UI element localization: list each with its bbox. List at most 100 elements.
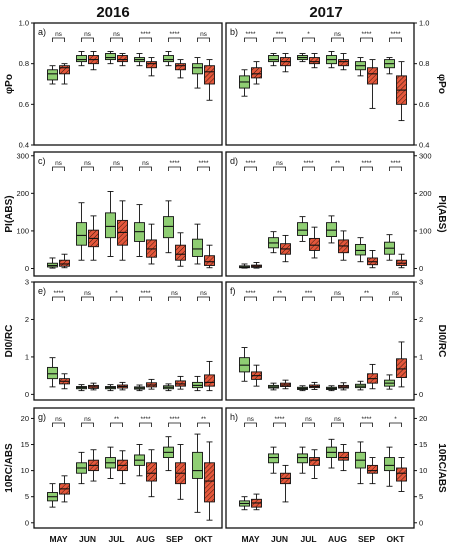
panel-tag: d) bbox=[230, 156, 238, 166]
significance-bracket bbox=[139, 37, 152, 42]
significance-label: ns bbox=[142, 160, 150, 167]
significance-bracket bbox=[273, 37, 286, 42]
month-label: SEP bbox=[358, 534, 375, 544]
significance-bracket bbox=[331, 37, 344, 42]
significance-label: **** bbox=[245, 290, 256, 297]
significance-label: **** bbox=[140, 31, 151, 38]
box-control bbox=[268, 55, 279, 63]
significance-label: ** bbox=[277, 290, 283, 297]
month-label: AUG bbox=[328, 534, 347, 544]
y-tick-label: 0.4 bbox=[419, 141, 429, 150]
y-tick-label: 3 bbox=[419, 278, 423, 287]
y-tick-label: 0.8 bbox=[419, 59, 429, 68]
significance-bracket bbox=[244, 296, 257, 301]
box-treated bbox=[204, 65, 215, 85]
significance-bracket bbox=[81, 37, 94, 42]
significance-label: ns bbox=[200, 290, 208, 297]
panel-frame bbox=[225, 407, 415, 529]
significance-bracket bbox=[197, 422, 210, 427]
significance-label: ns bbox=[55, 160, 63, 167]
box-treated bbox=[396, 467, 407, 482]
significance-bracket bbox=[302, 166, 315, 171]
y-tick-label: 0 bbox=[25, 390, 29, 399]
significance-bracket bbox=[110, 296, 123, 301]
significance-label: **** bbox=[245, 160, 256, 167]
significance-label: ns bbox=[334, 290, 342, 297]
panel-frame bbox=[33, 151, 223, 277]
y-tick-label: 0.6 bbox=[419, 100, 429, 109]
y-tick-label: 1 bbox=[25, 352, 29, 361]
box-control bbox=[105, 53, 116, 61]
y-tick-label: 15 bbox=[21, 440, 29, 449]
y-axis-title-right: PI(ABS) bbox=[436, 195, 447, 232]
month-label: OKT bbox=[195, 534, 214, 544]
significance-label: ns bbox=[276, 160, 284, 167]
y-tick-label: 100 bbox=[419, 226, 432, 235]
y-tick-label: 5 bbox=[419, 492, 423, 501]
box-treated bbox=[309, 237, 320, 251]
month-label: JUL bbox=[108, 534, 124, 544]
significance-label: ns bbox=[113, 31, 121, 38]
significance-bracket bbox=[360, 422, 373, 427]
significance-bracket bbox=[302, 422, 315, 427]
significance-label: ns bbox=[200, 31, 208, 38]
panel-frame bbox=[33, 22, 223, 146]
y-tick-label: 0.8 bbox=[19, 59, 29, 68]
y-tick-label: 300 bbox=[16, 151, 29, 160]
significance-bracket bbox=[52, 422, 65, 427]
significance-label: **** bbox=[245, 31, 256, 38]
box-control bbox=[47, 69, 58, 81]
box-control bbox=[297, 453, 308, 464]
box-treated bbox=[59, 65, 70, 75]
month-label: JUL bbox=[300, 534, 316, 544]
panel-tag: h) bbox=[230, 412, 238, 422]
significance-bracket bbox=[168, 296, 181, 301]
significance-label: ns bbox=[84, 290, 92, 297]
box-control bbox=[163, 216, 174, 239]
significance-bracket bbox=[139, 422, 152, 427]
box-treated bbox=[338, 451, 349, 461]
month-label: JUN bbox=[271, 534, 288, 544]
significance-bracket bbox=[139, 296, 152, 301]
panel-c: 0 100 200 300 c) ns ns ns ns **** **** bbox=[16, 151, 223, 277]
panel-g: 0 5 10 15 20 g) ns MAY ns JUN ** JUL **** AUG **** SEP *… bbox=[21, 407, 223, 544]
significance-label: **** bbox=[169, 160, 180, 167]
y-axis-title-left: 10RC/ABS bbox=[4, 443, 15, 493]
y-axis-title-right: φPo bbox=[436, 74, 447, 94]
significance-label: **** bbox=[53, 290, 64, 297]
significance-bracket bbox=[389, 422, 402, 427]
y-tick-label: 0.6 bbox=[19, 100, 29, 109]
significance-label: **** bbox=[169, 31, 180, 38]
significance-label: **** bbox=[361, 31, 372, 38]
significance-bracket bbox=[81, 166, 94, 171]
significance-label: **** bbox=[361, 160, 372, 167]
y-tick-label: 300 bbox=[419, 151, 432, 160]
panel-tag: g) bbox=[38, 412, 46, 422]
panels-layer: 0.40.60.81.0a) ns ns ns **** **** ns0.40.60.81… bbox=[4, 19, 447, 545]
significance-bracket bbox=[331, 296, 344, 301]
y-tick-label: 0 bbox=[25, 264, 29, 273]
significance-bracket bbox=[389, 37, 402, 42]
significance-label: * bbox=[115, 290, 118, 297]
significance-label: **** bbox=[274, 416, 285, 423]
significance-label: **** bbox=[390, 160, 401, 167]
y-tick-label: 2 bbox=[25, 315, 29, 324]
significance-label: **** bbox=[390, 31, 401, 38]
significance-bracket bbox=[360, 37, 373, 42]
box-treated bbox=[204, 374, 215, 387]
y-tick-label: 20 bbox=[419, 414, 427, 423]
box-treated bbox=[146, 462, 157, 482]
significance-label: ns bbox=[305, 416, 313, 423]
box-treated bbox=[309, 457, 320, 466]
significance-bracket bbox=[273, 166, 286, 171]
y-tick-label: 0 bbox=[25, 518, 29, 527]
year-title-left: 2016 bbox=[96, 4, 129, 21]
significance-label: ns bbox=[84, 160, 92, 167]
significance-label: ns bbox=[84, 416, 92, 423]
y-axis-title-right: DI0/RC bbox=[436, 325, 447, 358]
y-axis-title-left: DI0/RC bbox=[4, 325, 15, 358]
significance-label: **** bbox=[140, 416, 151, 423]
